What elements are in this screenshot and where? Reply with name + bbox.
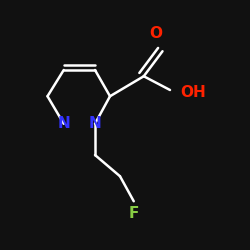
- Text: O: O: [150, 26, 163, 41]
- Text: OH: OH: [180, 85, 206, 100]
- Text: F: F: [128, 206, 139, 221]
- Text: N: N: [88, 116, 102, 131]
- Text: N: N: [58, 116, 70, 131]
